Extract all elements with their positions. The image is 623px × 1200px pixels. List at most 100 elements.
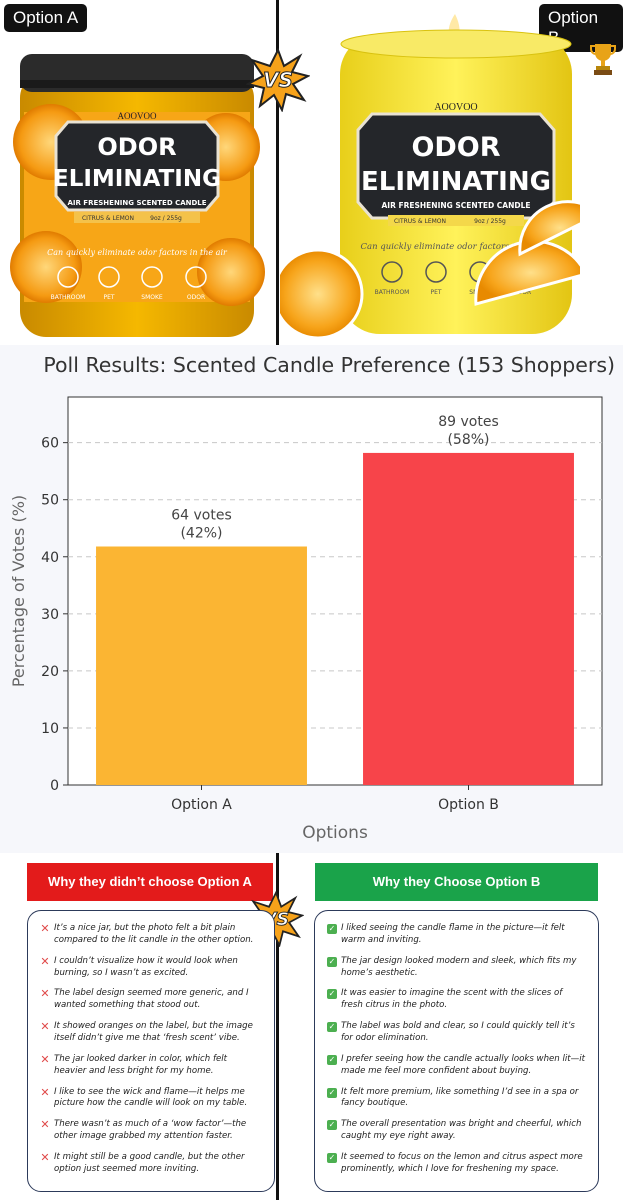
reason-item: ✕ It showed oranges on the label, but the…: [40, 1021, 262, 1045]
check-mark-icon: ✓: [327, 1087, 337, 1098]
product-name-line1-a: ODOR: [97, 133, 176, 161]
reason-item: ✕ The jar looked darker in color, which f…: [40, 1054, 262, 1078]
cross-mark-icon: ✕: [40, 1020, 50, 1034]
y-tick-label: 60: [41, 436, 59, 452]
reason-item: ✕ It’s a nice jar, but the photo felt a b…: [40, 923, 262, 947]
cross-mark-icon: ✕: [40, 1118, 50, 1132]
icon-label-bathroom-a: BATHROOM: [51, 294, 86, 301]
bar-data-label: (42%): [180, 525, 222, 541]
reason-text: I prefer seeing how the candle actually …: [341, 1053, 585, 1076]
reason-text: The label was bold and clear, so I could…: [341, 1021, 575, 1044]
tagline-text-b: Can quickly eliminate odor factors in th…: [361, 242, 553, 252]
reason-item: ✓ I prefer seeing how the candle actually…: [327, 1054, 586, 1078]
product-subtitle-a: AIR FRESHENING SCENTED CANDLE: [67, 199, 206, 207]
vertical-divider: [276, 0, 279, 345]
check-mark-icon: ✓: [327, 1153, 337, 1164]
cross-mark-icon: ✕: [40, 1052, 50, 1066]
reason-text: There wasn’t as much of a ‘wow factor’—t…: [54, 1119, 247, 1142]
reasons-section: Why they didn’t choose Option A Why they…: [0, 853, 623, 1200]
trophy-icon: [590, 44, 616, 75]
reason-item: ✓ The overall presentation was bright and…: [327, 1119, 586, 1143]
reason-item: ✕ It might still be a good candle, but th…: [40, 1152, 262, 1176]
reason-item: ✓ It seemed to focus on the lemon and cit…: [327, 1152, 586, 1176]
candle-a-image: AOOVOO ODOR ELIMINATING AIR FRESHENING S…: [10, 54, 265, 337]
cross-mark-icon: ✕: [40, 1085, 50, 1099]
y-axis-label: Percentage of Votes (%): [9, 495, 28, 687]
y-tick-label: 10: [41, 721, 59, 737]
left-reasons-list: ✕ It’s a nice jar, but the photo felt a b…: [27, 910, 275, 1192]
check-mark-icon: ✓: [327, 924, 337, 934]
product-name-line2-a: ELIMINATING: [53, 166, 221, 192]
reason-text: It might still be a good candle, but the…: [54, 1152, 245, 1174]
reason-item: ✕ I like to see the wick and flame—it hel…: [40, 1087, 262, 1111]
poll-chart: Poll Results: Scented Candle Preference …: [0, 345, 623, 853]
bar-data-label: 89 votes: [438, 414, 499, 430]
scent-text-b: CITRUS & LEMON: [394, 218, 446, 225]
reason-text: I like to see the wick and flame—it help…: [54, 1086, 248, 1109]
right-reasons-list: ✓ I liked seeing the candle flame in the …: [314, 910, 599, 1192]
chart-title: Poll Results: Scented Candle Preference …: [43, 353, 615, 377]
brand-text-a: AOOVOO: [118, 111, 157, 121]
cross-mark-icon: ✕: [40, 987, 50, 1001]
reason-item: ✓ I liked seeing the candle flame in the …: [327, 923, 586, 947]
reason-text: The jar looked darker in color, which fe…: [54, 1053, 228, 1076]
reason-text: It felt more premium, like something I’d…: [341, 1086, 579, 1109]
cross-mark-icon: ✕: [40, 954, 50, 968]
check-mark-icon: ✓: [327, 989, 337, 1000]
y-tick-label: 50: [41, 493, 59, 509]
reason-text: I couldn’t visualize how it would look w…: [54, 955, 238, 978]
weight-text-a: 9oz / 255g: [150, 215, 182, 222]
bar-data-label: 64 votes: [171, 507, 232, 523]
x-axis-label: Options: [302, 823, 368, 843]
product-name-line1-b: ODOR: [411, 132, 500, 163]
reason-text: The jar design looked modern and sleek, …: [341, 955, 577, 978]
vs-badge-icon: VS: [246, 48, 310, 112]
product-subtitle-b: AIR FRESHENING SCENTED CANDLE: [381, 201, 530, 210]
reason-item: ✓ The jar design looked modern and sleek,…: [327, 956, 586, 980]
cross-mark-icon: ✕: [40, 922, 50, 935]
reason-item: ✕ I couldn’t visualize how it would look …: [40, 956, 262, 980]
reason-item: ✓ It felt more premium, like something I’…: [327, 1087, 586, 1111]
icon-label-smoke-a: SMOKE: [141, 294, 163, 301]
reason-text: The label design seemed more generic, an…: [54, 988, 249, 1011]
y-tick-label: 0: [50, 778, 59, 794]
check-mark-icon: ✓: [327, 1022, 337, 1033]
right-reason-header: Why they Choose Option B: [315, 863, 598, 901]
x-tick-label: Option A: [171, 797, 232, 813]
left-reason-header: Why they didn’t choose Option A: [27, 863, 273, 901]
candle-b-image: AOOVOO ODOR ELIMINATING AIR FRESHENING S…: [280, 14, 580, 340]
scent-text-a: CITRUS & LEMON: [82, 215, 134, 222]
brand-text-b: AOOVOO: [434, 102, 477, 113]
bottom-vertical-divider: [276, 853, 279, 1200]
check-mark-icon: ✓: [327, 1054, 337, 1065]
reason-text: It showed oranges on the label, but the …: [54, 1021, 253, 1044]
icon-label-odor-a: ODOR: [187, 294, 205, 301]
reason-item: ✓ The label was bold and clear, so I coul…: [327, 1021, 586, 1045]
product-name-line2-b: ELIMINATING: [361, 167, 551, 197]
tagline-text-a: Can quickly eliminate odor factors in th…: [47, 248, 228, 257]
x-tick-label: Option B: [438, 797, 499, 813]
reason-text: It’s a nice jar, but the photo felt a bi…: [54, 923, 254, 945]
icon-label-pet-a: PET: [103, 294, 114, 301]
icon-label-bathroom-b: BATHROOM: [375, 289, 410, 296]
reason-text: I liked seeing the candle flame in the p…: [341, 923, 565, 945]
check-mark-icon: ✓: [327, 956, 337, 967]
bar-data-label: (58%): [447, 432, 489, 448]
check-mark-icon: ✓: [327, 1120, 337, 1131]
option-a-label: Option A: [4, 4, 88, 32]
vs-text: VS: [263, 68, 293, 92]
y-tick-label: 20: [41, 664, 59, 680]
chart-plot: 0 10 20 30 40 50 60 Option A Option B 64 votes (…: [9, 396, 603, 843]
reason-text: The overall presentation was bright and …: [341, 1119, 582, 1142]
reason-item: ✓ It was easier to imagine the scent with…: [327, 988, 586, 1012]
reason-item: ✕ There wasn’t as much of a ‘wow factor’—…: [40, 1119, 262, 1143]
reason-item: ✕ The label design seemed more generic, a…: [40, 988, 262, 1012]
product-comparison: Option A Option B AOOVOO ODOR ELIMINATIN…: [0, 0, 623, 345]
weight-text-b: 9oz / 255g: [474, 218, 506, 225]
icon-label-pet-b: PET: [430, 289, 441, 296]
reason-text: It seemed to focus on the lemon and citr…: [341, 1152, 583, 1174]
cross-mark-icon: ✕: [40, 1151, 50, 1165]
reason-text: It was easier to imagine the scent with …: [341, 988, 563, 1011]
bar-option-a: [96, 546, 307, 785]
bar-option-b: [363, 452, 574, 785]
